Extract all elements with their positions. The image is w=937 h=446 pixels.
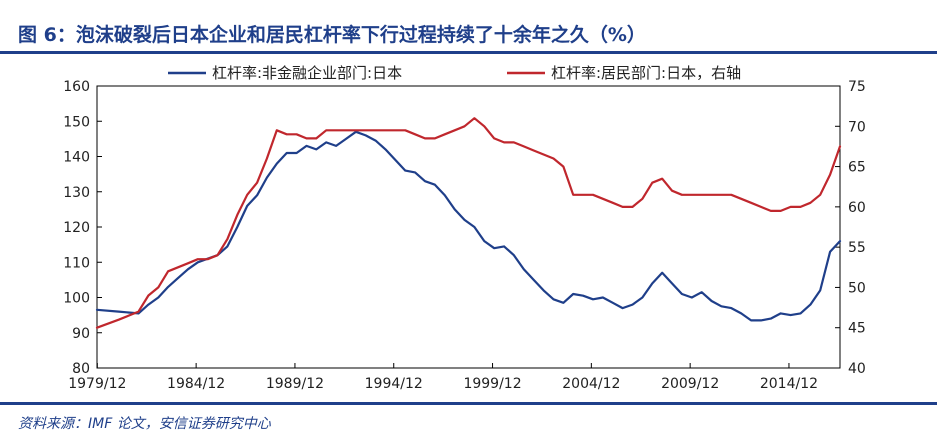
right-tick-label: 70	[848, 119, 866, 135]
x-tick-label: 2009/12	[661, 376, 719, 392]
legend: 杠杆率:非金融企业部门:日本 杠杆率:居民部门:日本，右轴	[168, 64, 741, 82]
left-tick-label: 160	[63, 79, 90, 95]
x-tick-label: 1999/12	[463, 376, 521, 392]
legend-label-1: 杠杆率:非金融企业部门:日本	[212, 64, 402, 82]
legend-label-2: 杠杆率:居民部门:日本，右轴	[551, 64, 741, 82]
right-y-axis: 40 45 50 55 60 65 70 75	[835, 79, 866, 377]
x-axis: 1979/12 1984/12 1989/12 1994/12 1999/12 2004/…	[68, 363, 818, 392]
x-tick-label: 1989/12	[266, 376, 324, 392]
left-tick-label: 100	[63, 291, 90, 307]
series-line-2	[95, 117, 842, 329]
source-note: 资料来源：IMF 论文，安信证券研究中心	[18, 416, 271, 432]
series-layer	[95, 117, 842, 329]
left-tick-label: 150	[63, 114, 90, 130]
x-tick-label: 2004/12	[562, 376, 620, 392]
left-tick-label: 110	[63, 255, 90, 271]
source-bar: 资料来源：IMF 论文，安信证券研究中心	[0, 402, 937, 446]
x-tick-label: 2014/12	[760, 376, 818, 392]
plot-frame	[96, 85, 841, 369]
figure-title: 图 6：泡沫破裂后日本企业和居民杠杆率下行过程持续了十余年之久（%）	[18, 24, 646, 46]
left-tick-label: 80	[72, 361, 90, 377]
left-y-axis: 80 90 100 110 120 130 140 150 160	[63, 79, 102, 377]
x-tick-label: 1979/12	[68, 376, 126, 392]
chart: 80 90 100 110 120 130 140 150 160 40 45 50 55 60 65 70…	[63, 64, 866, 392]
left-tick-label: 120	[63, 220, 90, 236]
x-tick-label: 1984/12	[167, 376, 225, 392]
left-tick-label: 140	[63, 150, 90, 166]
left-tick-label: 130	[63, 185, 90, 201]
x-tick-label: 1994/12	[365, 376, 423, 392]
right-tick-label: 75	[848, 79, 866, 95]
right-tick-label: 65	[848, 160, 866, 176]
right-tick-label: 50	[848, 280, 866, 296]
right-tick-label: 40	[848, 361, 866, 377]
series-line-1	[95, 130, 842, 322]
right-tick-label: 45	[848, 321, 866, 337]
left-tick-label: 90	[72, 326, 90, 342]
right-tick-label: 55	[848, 240, 866, 256]
right-tick-label: 60	[848, 200, 866, 216]
figure-title-bar: 图 6：泡沫破裂后日本企业和居民杠杆率下行过程持续了十余年之久（%）	[0, 14, 937, 54]
